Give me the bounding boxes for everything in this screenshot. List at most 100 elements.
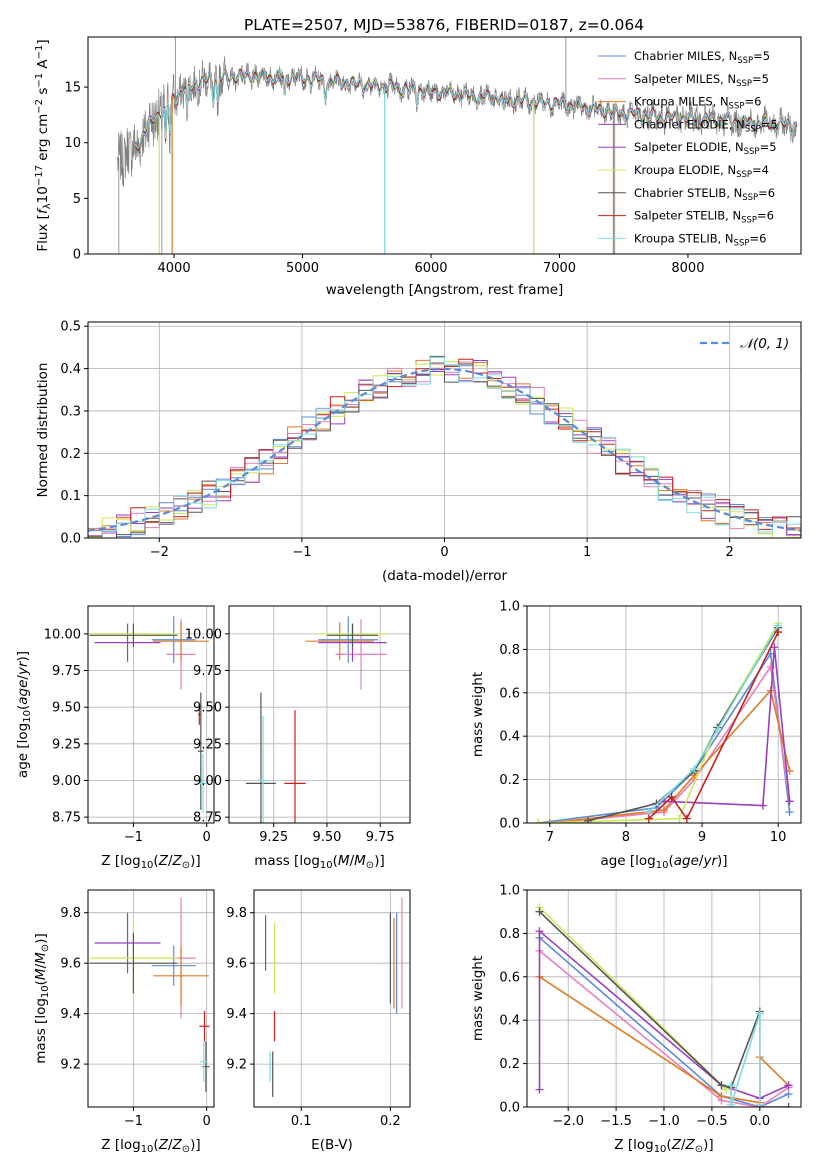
x-tick-label: 0 <box>203 1114 211 1129</box>
y-tick-label: 0.0 <box>499 1101 520 1116</box>
y-tick-label: 9.75 <box>193 664 222 679</box>
series-marker <box>652 799 661 808</box>
plot-area <box>117 37 798 254</box>
series-marker <box>755 1100 764 1107</box>
y-tick-label: 0.5 <box>60 320 81 335</box>
histogram-step <box>88 356 801 538</box>
series-marker <box>717 1092 726 1101</box>
y-tick-label: 10.00 <box>44 627 81 642</box>
y-tick-label: 0.2 <box>60 447 81 462</box>
series-marker <box>534 819 543 823</box>
panel-age-vs-mass: 9.25 9.50 9.75 8.75 9.00 9.25 9.50 9.75 10.00 mas… <box>185 605 411 871</box>
y-tick-label: 9.00 <box>193 774 222 789</box>
y-tick-label: 0.8 <box>499 927 520 942</box>
x-axis-label: wavelength [Angstrom, rest frame] <box>326 282 564 298</box>
x-axis-label: age [log10(age/yr)] <box>600 853 727 871</box>
plot-area <box>264 897 403 1097</box>
legend-entry: 𝒩(0, 1) <box>740 336 789 352</box>
x-tick-label: −0.5 <box>696 1114 728 1129</box>
plot-area <box>89 616 209 813</box>
panel-mass-vs-EBV: 0.1 0.2 9.2 9.4 9.6 9.8 E(B-V) <box>226 889 411 1153</box>
x-tick-label: 4000 <box>158 261 191 276</box>
y-tick-label: 0.4 <box>60 362 81 377</box>
normal-curve <box>88 367 801 532</box>
legend-entry: Salpeter ELODIE, NSSP=5 <box>634 140 777 157</box>
x-tick-label: 8 <box>622 830 630 845</box>
x-tick-label: 7000 <box>543 261 576 276</box>
x-tick-label: 2 <box>726 545 734 560</box>
series-line <box>538 950 789 1107</box>
x-tick-label: 0 <box>203 830 211 845</box>
series-marker <box>713 725 722 734</box>
x-tick-label: 9.75 <box>366 830 395 845</box>
y-tick-label: 9.50 <box>193 701 222 716</box>
y-tick-label: 10.00 <box>185 627 222 642</box>
y-tick-label: 0.4 <box>499 1014 520 1029</box>
y-tick-label: 9.2 <box>60 1058 81 1073</box>
legend: Chabrier MILES, NSSP=5 Salpeter MILES, NS… <box>598 49 778 248</box>
axes-frame <box>87 889 215 1108</box>
y-tick-label: 9.4 <box>226 1007 247 1022</box>
x-tick-label: −1 <box>124 830 143 845</box>
y-tick-label: 0.3 <box>60 404 81 419</box>
y-axis-label: age [log10(age/yr)] <box>15 651 33 778</box>
x-tick-label: −2 <box>150 545 169 560</box>
x-tick-label: 6000 <box>414 261 447 276</box>
y-tick-label: 9.6 <box>226 957 247 972</box>
series-marker <box>583 816 592 823</box>
series-marker <box>785 797 794 806</box>
panel-massweight-vs-Z: −2.0 −1.5 −1.0 −0.5 0.0 0.0 0.2 0.4 0.6 0.8 1.0 Z [… <box>470 884 802 1155</box>
plot-area <box>89 897 210 1092</box>
x-tick-label: 0.2 <box>380 1114 401 1129</box>
series-marker <box>682 814 691 823</box>
series-marker <box>535 1085 544 1094</box>
y-tick-label: 8.75 <box>52 811 81 826</box>
series-line <box>538 937 789 1107</box>
y-axis-label: mass [log10(M/M⊙)] <box>33 933 51 1063</box>
y-tick-label: 5 <box>73 192 81 207</box>
panel-massweight-vs-age: 7 8 9 10 0.0 0.2 0.4 0.6 0.8 1.0 age [log10(age/yr… <box>470 600 802 871</box>
x-axis-label: E(B-V) <box>311 1137 353 1153</box>
series-marker <box>785 808 794 817</box>
series-line <box>730 1013 761 1106</box>
y-tick-label: 9.25 <box>193 737 222 752</box>
series-marker <box>727 1100 736 1107</box>
x-tick-label: 9.50 <box>312 830 341 845</box>
x-tick-label: −1 <box>124 1114 143 1129</box>
axes-frame <box>87 605 215 824</box>
series-line <box>648 631 779 821</box>
x-axis-label: mass [log10(M/M⊙)] <box>254 853 384 871</box>
legend-entry: Chabrier ELODIE, NSSP=5 <box>634 117 778 134</box>
panel-mass-vs-Z: −1 0 9.2 9.4 9.6 9.8 Z [log10(Z/Z⊙)] mass [log1… <box>33 889 215 1155</box>
x-tick-label: 1 <box>583 545 591 560</box>
panel-residuals: −2 −1 0 1 2 0.0 0.1 0.2 0.3 0.4 0.5 (data-model)/er… <box>35 320 802 584</box>
legend-entry: Salpeter STELIB, NSSP=6 <box>634 209 774 226</box>
y-axis-label: Normed distribution <box>35 363 51 498</box>
x-tick-label: −2.0 <box>552 1114 584 1129</box>
y-tick-label: 0.2 <box>499 1057 520 1072</box>
x-tick-label: 5000 <box>286 261 319 276</box>
series-marker <box>660 805 668 814</box>
y-tick-label: 9.00 <box>52 774 81 789</box>
y-axis-label: mass weight <box>470 956 486 1041</box>
y-tick-label: 10 <box>64 136 81 151</box>
plot-area <box>246 616 387 823</box>
x-axis-label: (data-model)/error <box>382 568 508 584</box>
y-tick-label: 0.8 <box>499 643 520 658</box>
legend-entry: Kroupa STELIB, NSSP=6 <box>634 231 766 248</box>
plot-area <box>88 355 801 538</box>
y-tick-label: 0.6 <box>499 686 520 701</box>
x-axis-label: Z [log10(Z/Z⊙)] <box>101 853 200 871</box>
y-tick-label: 0.1 <box>60 489 81 504</box>
y-tick-label: 9.8 <box>60 906 81 921</box>
y-tick-label: 0.2 <box>499 773 520 788</box>
series-marker <box>758 801 767 810</box>
series-line <box>538 622 779 823</box>
y-tick-label: 0.6 <box>499 970 520 985</box>
y-tick-label: 1.0 <box>499 884 520 899</box>
x-axis-label: Z [log10(Z/Z⊙)] <box>614 1137 713 1155</box>
axes-frame <box>253 889 411 1108</box>
legend-entry: Kroupa ELODIE, NSSP=4 <box>634 163 769 180</box>
series-marker <box>690 764 699 773</box>
